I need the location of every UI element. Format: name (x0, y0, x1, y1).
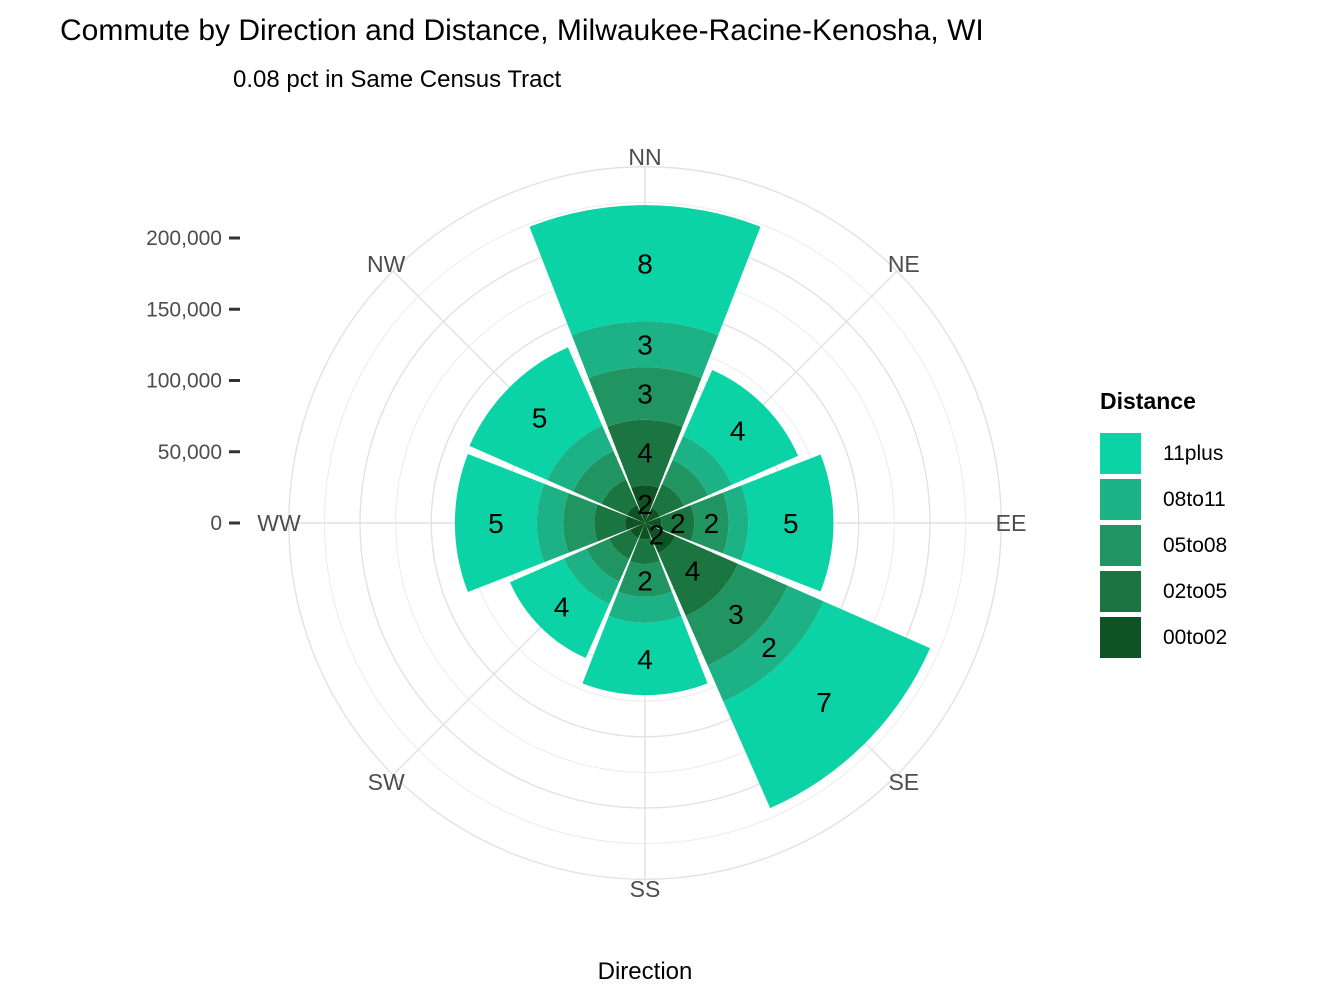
legend-item-11plus: 11plus (1100, 433, 1227, 474)
chart-subtitle: 0.08 pct in Same Census Tract (233, 66, 562, 93)
segment-label-SW-11plus: 4 (554, 591, 570, 622)
direction-label-WW: WW (257, 510, 301, 536)
segment-label-EE-11plus: 5 (783, 508, 799, 539)
wedge-segment-NE-02to05 (651, 483, 685, 517)
legend-swatch-11plus (1100, 433, 1141, 474)
wedge-segment-NE-05to08 (662, 459, 709, 506)
legend-item-label: 02to05 (1163, 579, 1228, 603)
wedge-segment-SE-00to02 (645, 523, 676, 554)
wedge-segment-SW-11plus (509, 558, 610, 659)
segment-label-WW-11plus: 5 (488, 508, 504, 539)
x-axis-title: Direction (597, 958, 693, 985)
wedge-segment-NN-08to11 (571, 321, 719, 378)
wedge-segment-WW-05to08 (563, 493, 598, 553)
radial-tick-label-100000: 100,000 (146, 370, 222, 393)
wedge-segment-EE-08to11 (722, 485, 749, 561)
wedge-segment-NN-05to08 (588, 367, 702, 427)
segment-label-SS-11plus: 4 (637, 644, 653, 675)
wedge-segment-EE-02to05 (660, 505, 695, 541)
wedge-segment-SE-02to05 (658, 536, 739, 617)
segment-label-SS-05to08: 2 (637, 565, 653, 596)
wedge-segment-NE-08to11 (672, 435, 733, 496)
wedge-segment-SS-05to08 (618, 561, 672, 597)
segment-label-NE-11plus: 4 (730, 415, 746, 446)
wedge-segment-NN-02to05 (607, 419, 683, 488)
wedge-segment-SW-00to02 (629, 523, 645, 539)
legend-item-label: 08to11 (1163, 487, 1226, 511)
wedge-segment-SS-02to05 (630, 538, 660, 564)
wedge-segment-NW-00to02 (626, 504, 645, 523)
segment-label-NN-05to08: 3 (637, 379, 653, 410)
legend-swatch-02to05 (1100, 571, 1141, 612)
wedge-segment-WW-11plus (454, 453, 545, 593)
legend-item-label: 00to02 (1163, 625, 1228, 649)
legend-item-label: 05to08 (1163, 533, 1228, 557)
direction-label-NE: NE (888, 251, 920, 277)
wedge-segment-SS-11plus (582, 616, 708, 696)
segment-label-NW-11plus: 5 (532, 403, 548, 434)
legend-item-08to11: 08to11 (1100, 479, 1227, 520)
segment-label-SE-00to02: 2 (649, 520, 665, 551)
wedge-segment-SS-08to11 (608, 591, 682, 623)
segment-label-SE-02to05: 4 (685, 556, 701, 587)
direction-label-SE: SE (888, 769, 919, 795)
radial-tick-label-150000: 150,000 (146, 298, 222, 321)
wedge-segment-EE-11plus (741, 454, 834, 592)
radial-tick-label-50000: 50,000 (158, 441, 222, 464)
wedge-segment-SE-11plus (723, 601, 931, 809)
wedge-segment-WW-00to02 (625, 515, 645, 531)
wedge-segment-NE-00to02 (645, 507, 661, 523)
chart-title: Commute by Direction and Distance, Milwa… (60, 14, 984, 47)
direction-label-SS: SS (630, 876, 661, 902)
wedge-segment-NW-05to08 (572, 450, 626, 504)
wedge-segment-EE-00to02 (645, 517, 662, 529)
wedge-segment-NE-11plus (683, 369, 799, 485)
legend-items: 11plus 08to11 05to08 02to05 00to02 (1100, 433, 1227, 658)
legend-swatch-08to11 (1100, 479, 1141, 520)
wedge-segment-NN-00to02 (631, 485, 659, 523)
legend-swatch-05to08 (1100, 525, 1141, 566)
direction-label-NN: NN (628, 144, 661, 170)
wedge-segment-SW-05to08 (586, 538, 630, 582)
legend-item-label: 11plus (1163, 441, 1224, 465)
radial-tick-label-0: 0 (210, 512, 222, 535)
wedge-segment-NN-11plus (529, 205, 761, 336)
wedge-segment-WW-02to05 (594, 504, 627, 542)
radial-tick-label-200000: 200,000 (146, 227, 222, 250)
wedge-segment-SE-05to08 (685, 563, 788, 666)
legend-item-00to02: 00to02 (1100, 617, 1227, 658)
direction-label-NW: NW (367, 251, 406, 277)
direction-label-SW: SW (368, 769, 405, 795)
wedge-segment-WW-08to11 (536, 483, 569, 563)
wedge-segment-NW-02to05 (601, 479, 638, 516)
wedge-segment-NW-11plus (469, 347, 603, 481)
legend-title: Distance (1100, 388, 1196, 414)
legend: Distance 11plus 08to11 05to08 02to05 00to02 (1100, 388, 1227, 663)
segment-label-SE-08to11: 2 (761, 632, 777, 663)
segment-label-SE-11plus: 7 (816, 687, 832, 718)
direction-label-EE: EE (996, 510, 1027, 536)
segment-label-SE-05to08: 3 (728, 599, 744, 630)
segment-label-NN-00to02: 2 (637, 489, 653, 520)
segment-label-NN-11plus: 8 (637, 248, 653, 279)
segment-label-NN-02to05: 4 (637, 438, 653, 469)
legend-item-02to05: 02to05 (1100, 571, 1227, 612)
segment-label-NN-08to11: 3 (637, 329, 653, 360)
wedge-segment-SS-00to02 (639, 523, 651, 540)
wedge-segment-SE-08to11 (707, 585, 824, 702)
legend-swatch-00to02 (1100, 617, 1141, 658)
wedge-segment-SW-08to11 (563, 548, 620, 605)
wedge-segment-EE-05to08 (690, 492, 729, 554)
legend-item-05to08: 05to08 (1100, 525, 1227, 566)
segment-label-EE-05to08: 2 (704, 508, 720, 539)
wedge-segment-NW-08to11 (547, 425, 614, 492)
segment-label-EE-02to05: 2 (670, 508, 686, 539)
wedge-segment-SW-02to05 (608, 529, 639, 560)
